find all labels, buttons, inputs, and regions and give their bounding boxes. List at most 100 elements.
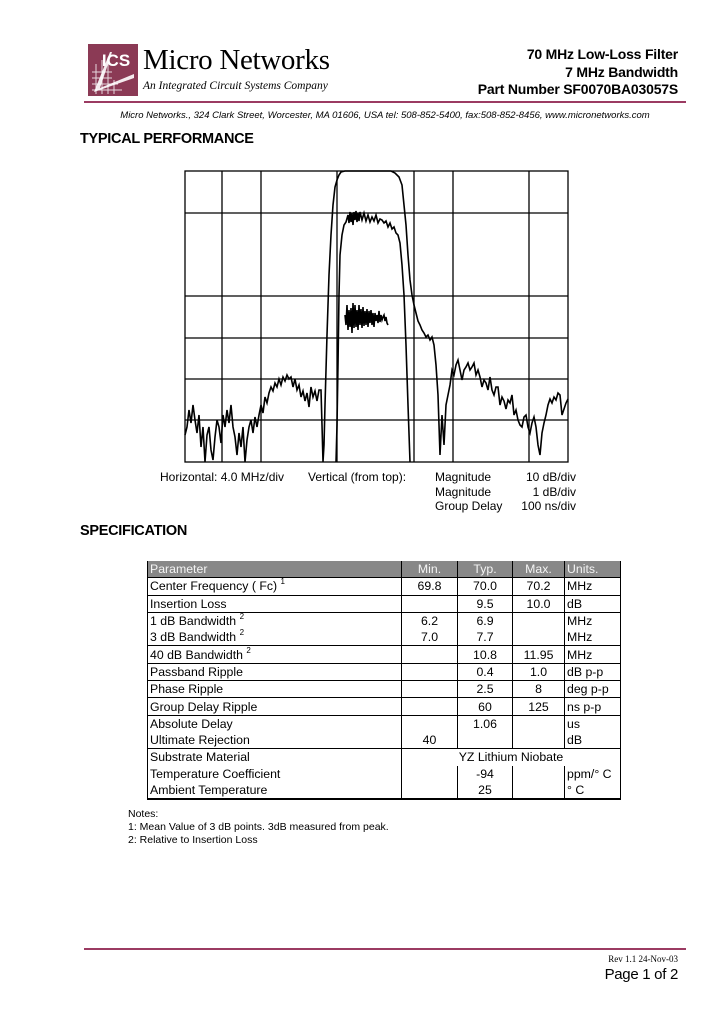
units: MHz bbox=[564, 611, 621, 630]
table-row: Temperature Coefficient -94 ppm/° C bbox=[147, 765, 621, 782]
specification-table: Parameter Min. Typ. Max. Units. Center F… bbox=[147, 561, 621, 801]
trace-2-name: Magnitude bbox=[435, 485, 492, 499]
units: deg p-p bbox=[564, 680, 621, 698]
units: MHz bbox=[564, 645, 621, 664]
table-header: Parameter Min. Typ. Max. Units. bbox=[147, 561, 621, 578]
units: us bbox=[564, 714, 621, 732]
table-row: Passband Ripple 0.4 1.0 dB p-p bbox=[147, 662, 621, 681]
footnote-ref: 1 bbox=[280, 577, 285, 587]
vertical-scale-label: Vertical (from top): bbox=[308, 470, 407, 484]
max: 125 bbox=[512, 697, 565, 716]
typ: 7.7 bbox=[457, 629, 513, 646]
param: Absolute Delay bbox=[147, 714, 402, 732]
col-min: Min. bbox=[401, 561, 458, 578]
trace-1-scale: 10 dB/div bbox=[525, 470, 576, 484]
max bbox=[512, 781, 565, 801]
revision: Rev 1.1 24-Nov-03 bbox=[608, 954, 678, 964]
typ: 2.5 bbox=[457, 680, 513, 698]
typ bbox=[457, 731, 513, 749]
param: Phase Ripple bbox=[147, 680, 402, 698]
min bbox=[401, 680, 458, 698]
trace-2-scale: 1 dB/div bbox=[532, 485, 576, 499]
brand-tagline: An Integrated Circuit Systems Company bbox=[143, 80, 328, 92]
max bbox=[512, 629, 565, 646]
trace-1-name: Magnitude bbox=[435, 470, 492, 484]
units: MHz bbox=[564, 629, 621, 646]
param: Temperature Coefficient bbox=[147, 765, 402, 782]
header-divider bbox=[84, 101, 686, 103]
table-row: Phase Ripple 2.5 8 deg p-p bbox=[147, 680, 621, 698]
product-title: 70 MHz Low-Loss Filter bbox=[526, 46, 678, 62]
max: 8 bbox=[512, 680, 565, 698]
table-row: Center Frequency ( Fc) 1 69.8 70.0 70.2 … bbox=[147, 577, 621, 596]
units: ° C bbox=[564, 781, 621, 801]
footer-divider bbox=[84, 948, 686, 950]
max bbox=[512, 714, 565, 732]
trace-3-scale: 100 ns/div bbox=[521, 499, 576, 513]
max: 11.95 bbox=[512, 645, 565, 664]
horizontal-scale-label: Horizontal: 4.0 MHz/div bbox=[160, 470, 285, 484]
trace-3-name: Group Delay bbox=[435, 499, 503, 513]
units: MHz bbox=[564, 577, 621, 596]
typ: 9.5 bbox=[457, 594, 513, 613]
performance-plot bbox=[184, 170, 569, 463]
typ: 0.4 bbox=[457, 662, 513, 681]
typ: 6.9 bbox=[457, 611, 513, 630]
max bbox=[512, 611, 565, 630]
col-units: Units. bbox=[564, 561, 621, 578]
footnote-ref: 2 bbox=[239, 628, 245, 638]
param: Center Frequency ( Fc) bbox=[150, 579, 278, 594]
typ: 25 bbox=[457, 781, 513, 801]
param: Ambient Temperature bbox=[147, 781, 402, 801]
page-number: Page 1 of 2 bbox=[604, 966, 679, 983]
footnote-ref: 2 bbox=[246, 645, 251, 655]
table-row: 40 dB Bandwidth 2 10.8 11.95 MHz bbox=[147, 645, 621, 664]
typ: -94 bbox=[457, 765, 513, 782]
part-number: Part Number SF0070BA03057S bbox=[477, 81, 678, 97]
trace-group-delay bbox=[344, 302, 389, 334]
min: 7.0 bbox=[401, 629, 458, 646]
param: Substrate Material bbox=[147, 748, 402, 766]
units: dB bbox=[564, 731, 621, 749]
param: 1 dB Bandwidth bbox=[150, 614, 237, 629]
logo-lettering: ICS bbox=[102, 51, 130, 70]
substrate-value: YZ Lithium Niobate bbox=[401, 748, 621, 766]
units: dB p-p bbox=[564, 662, 621, 681]
plot-grid bbox=[184, 170, 569, 463]
min bbox=[401, 765, 458, 782]
table-row: 3 dB Bandwidth 2 7.0 7.7 MHz bbox=[147, 628, 621, 646]
max: 70.2 bbox=[512, 577, 565, 596]
param: Insertion Loss bbox=[147, 594, 402, 613]
param: Group Delay Ripple bbox=[147, 697, 402, 716]
typical-performance-heading: TYPICAL PERFORMANCE bbox=[80, 131, 254, 147]
specification-heading: SPECIFICATION bbox=[80, 523, 188, 539]
param: 40 dB Bandwidth bbox=[150, 647, 243, 662]
param: 3 dB Bandwidth bbox=[150, 630, 237, 645]
max bbox=[512, 765, 565, 782]
note-2: 2: Relative to Insertion Loss bbox=[128, 834, 258, 846]
max bbox=[512, 731, 565, 749]
typ: 1.06 bbox=[457, 714, 513, 732]
table-row: Ultimate Rejection 40 dB bbox=[147, 731, 621, 749]
bandwidth-title: 7 MHz Bandwidth bbox=[565, 64, 678, 80]
ics-logo: ICS bbox=[88, 44, 138, 96]
param: Passband Ripple bbox=[147, 662, 402, 681]
units: ppm/° C bbox=[564, 765, 621, 782]
units: ns p-p bbox=[564, 697, 621, 716]
typ: 70.0 bbox=[457, 577, 513, 596]
notes-heading: Notes: bbox=[128, 808, 159, 820]
table-row: Group Delay Ripple 60 125 ns p-p bbox=[147, 697, 621, 716]
min: 6.2 bbox=[401, 611, 458, 630]
min: 69.8 bbox=[401, 577, 458, 596]
table-row: Substrate Material YZ Lithium Niobate bbox=[147, 748, 621, 766]
min: 40 bbox=[401, 731, 458, 749]
table-row: Absolute Delay 1.06 us bbox=[147, 714, 621, 732]
units: dB bbox=[564, 594, 621, 613]
table-row: 1 dB Bandwidth 2 6.2 6.9 MHz bbox=[147, 611, 621, 630]
table-row: Ambient Temperature 25 ° C bbox=[147, 781, 621, 801]
min bbox=[401, 697, 458, 716]
min bbox=[401, 662, 458, 681]
trace-magnitude-10db bbox=[184, 170, 569, 463]
trace-magnitude-1db bbox=[335, 209, 411, 463]
typ: 10.8 bbox=[457, 645, 513, 664]
